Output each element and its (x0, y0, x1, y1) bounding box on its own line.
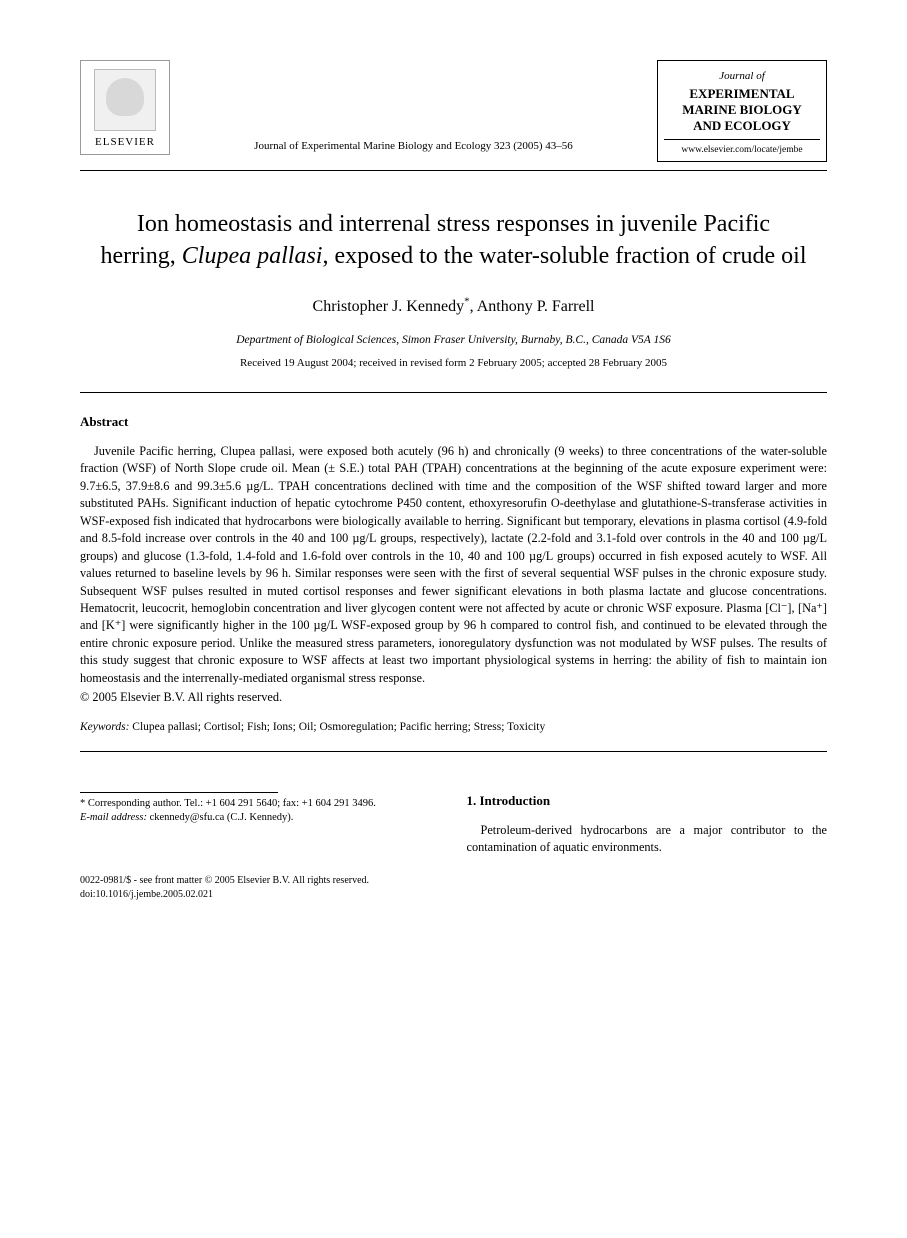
journal-line2: MARINE BIOLOGY (682, 102, 802, 117)
title-species: Clupea pallasi (182, 243, 323, 269)
corresponding-footnote: * Corresponding author. Tel.: +1 604 291… (80, 797, 441, 811)
article-dates: Received 19 August 2004; received in rev… (80, 356, 827, 371)
header-row: ELSEVIER Journal of Experimental Marine … (80, 60, 827, 162)
two-column-region: * Corresponding author. Tel.: +1 604 291… (80, 792, 827, 857)
abstract-body: Juvenile Pacific herring, Clupea pallasi… (80, 443, 827, 707)
lower-block: * Corresponding author. Tel.: +1 604 291… (80, 792, 827, 857)
corresponding-text: Corresponding author. Tel.: +1 604 291 5… (85, 798, 376, 809)
elsevier-tree-icon (94, 69, 156, 131)
pre-abstract-rule (80, 392, 827, 393)
journal-site: www.elsevier.com/locate/jembe (664, 144, 820, 157)
footer-line2: doi:10.1016/j.jembe.2005.02.021 (80, 888, 827, 902)
journal-title-box: Journal of EXPERIMENTAL MARINE BIOLOGY A… (657, 60, 827, 162)
introduction-text: Petroleum-derived hydrocarbons are a maj… (467, 822, 828, 856)
publisher-name: ELSEVIER (95, 135, 155, 150)
keywords-label: Keywords: (80, 721, 129, 733)
email-label: E-mail address: (80, 812, 147, 823)
journal-line3: AND ECOLOGY (693, 118, 791, 133)
right-column: 1. Introduction Petroleum-derived hydroc… (467, 792, 828, 857)
journal-line1: EXPERIMENTAL (689, 86, 794, 101)
email-footnote: E-mail address: ckennedy@sfu.ca (C.J. Ke… (80, 811, 441, 825)
title-post: , exposed to the water-soluble fraction … (322, 243, 806, 269)
author-1: Christopher J. Kennedy (313, 298, 465, 315)
header-rule (80, 170, 827, 171)
keywords: Keywords: Clupea pallasi; Cortisol; Fish… (80, 719, 827, 735)
post-abstract-rule (80, 751, 827, 752)
authors-sep: , (470, 298, 477, 315)
journal-box-main: EXPERIMENTAL MARINE BIOLOGY AND ECOLOGY (664, 86, 820, 140)
left-column: * Corresponding author. Tel.: +1 604 291… (80, 792, 441, 857)
abstract-copyright: © 2005 Elsevier B.V. All rights reserved… (80, 689, 827, 706)
journal-box-top: Journal of (664, 69, 820, 84)
article-title: Ion homeostasis and interrenal stress re… (100, 209, 807, 271)
introduction-heading: 1. Introduction (467, 792, 828, 810)
email-value: ckennedy@sfu.ca (C.J. Kennedy). (147, 812, 293, 823)
abstract-text: Juvenile Pacific herring, Clupea pallasi… (80, 443, 827, 687)
footnote-rule (80, 792, 278, 793)
journal-reference: Journal of Experimental Marine Biology a… (170, 139, 657, 162)
abstract-heading: Abstract (80, 413, 827, 431)
authors: Christopher J. Kennedy*, Anthony P. Farr… (80, 296, 827, 318)
author-2: Anthony P. Farrell (477, 298, 595, 315)
footer-meta: 0022-0981/$ - see front matter © 2005 El… (80, 874, 827, 901)
elsevier-logo: ELSEVIER (80, 60, 170, 155)
footer-line1: 0022-0981/$ - see front matter © 2005 El… (80, 874, 827, 888)
affiliation: Department of Biological Sciences, Simon… (80, 332, 827, 348)
keywords-value: Clupea pallasi; Cortisol; Fish; Ions; Oi… (129, 721, 545, 733)
